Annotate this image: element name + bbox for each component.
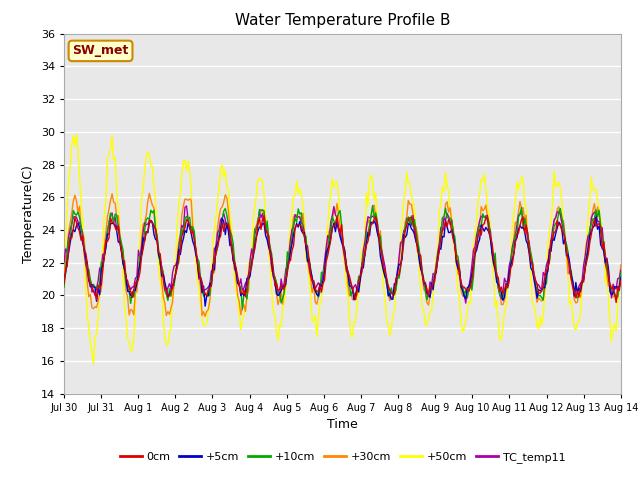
Legend: 0cm, +5cm, +10cm, +30cm, +50cm, TC_temp11: 0cm, +5cm, +10cm, +30cm, +50cm, TC_temp1… xyxy=(115,447,570,467)
Title: Water Temperature Profile B: Water Temperature Profile B xyxy=(235,13,450,28)
Y-axis label: Temperature(C): Temperature(C) xyxy=(22,165,35,263)
X-axis label: Time: Time xyxy=(327,418,358,431)
Text: SW_met: SW_met xyxy=(72,44,129,58)
